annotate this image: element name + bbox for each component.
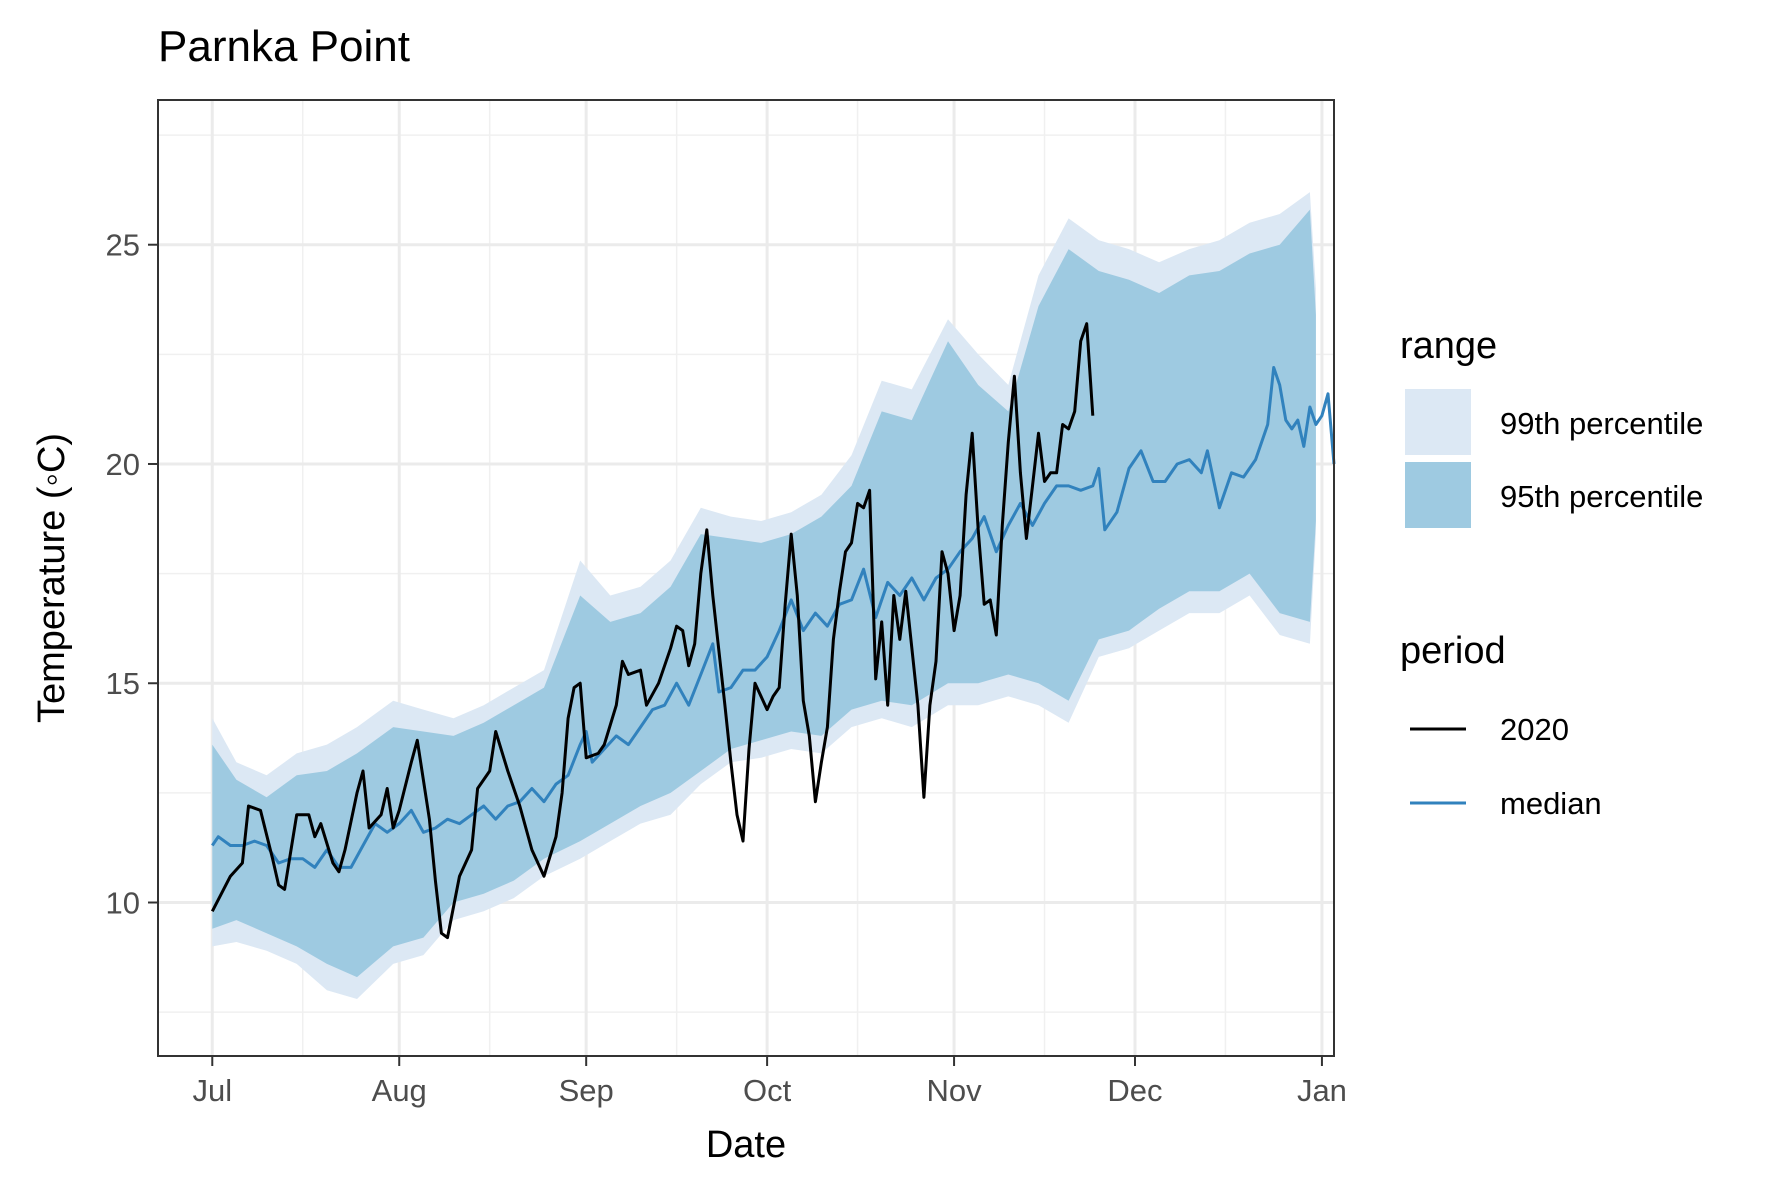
x-tick-label: Nov: [926, 1073, 982, 1108]
x-tick-label: Jan: [1297, 1073, 1347, 1108]
line-median: [211, 366, 1336, 869]
legend-label-99th-percentile: 99th percentile: [1500, 406, 1703, 441]
y-axis: 10 15 20 25: [106, 228, 158, 921]
x-tick-label: Dec: [1107, 1073, 1162, 1108]
x-tick-label: Jul: [192, 1073, 232, 1108]
legend-label-2020: 2020: [1500, 712, 1569, 747]
legend-swatch-99th-percentile: [1405, 389, 1471, 455]
legend: range 99th percentile 95th percentile pe…: [1400, 325, 1703, 821]
chart-title: Parnka Point: [158, 22, 410, 71]
y-tick-label: 20: [106, 447, 140, 482]
legend-label-95th-percentile: 95th percentile: [1500, 479, 1703, 514]
x-axis-label: Date: [706, 1124, 786, 1166]
y-tick-label: 10: [106, 886, 140, 921]
line-2020: [210, 322, 1095, 940]
legend-label-median: median: [1500, 786, 1602, 821]
band-95th-percentile-area: [212, 209, 1316, 978]
legend-title-period: period: [1400, 630, 1506, 672]
legend-title-range: range: [1400, 325, 1497, 367]
legend-swatch-95th-percentile: [1405, 462, 1471, 528]
median-series-line: [211, 366, 1336, 869]
plot-border: [157, 99, 1335, 1057]
y-tick-label: 25: [106, 228, 140, 263]
y-tick-label: 15: [106, 666, 140, 701]
x-tick-label: Aug: [372, 1073, 427, 1108]
x-tick-label: Oct: [743, 1073, 792, 1108]
y-axis-label: Temperature (◦C): [31, 433, 73, 723]
band-95th-percentile: [212, 209, 1316, 978]
2020-series-line: [210, 322, 1095, 940]
x-axis: Jul Aug Sep Oct Nov Dec Jan: [192, 1056, 1347, 1108]
x-tick-label: Sep: [559, 1073, 614, 1108]
